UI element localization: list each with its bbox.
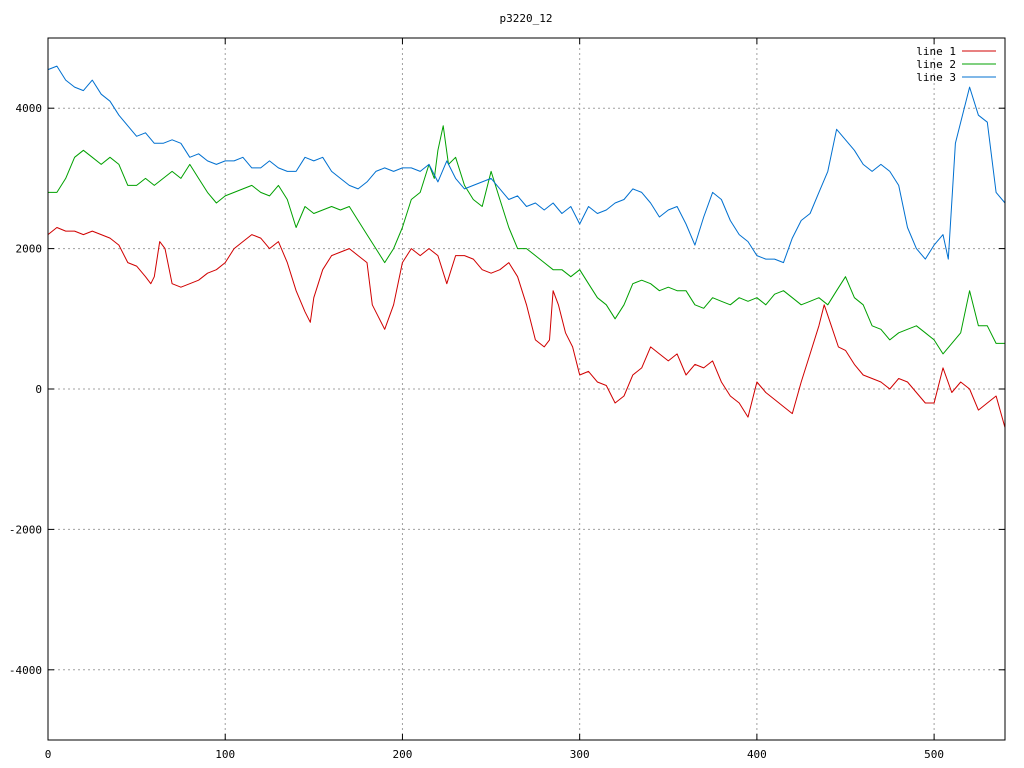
y-tick-label: -2000 — [9, 523, 42, 536]
series-group — [47, 65, 1006, 428]
x-tick-label: 200 — [393, 748, 413, 761]
legend-label-1: line 1 — [916, 45, 956, 58]
legend-label-3: line 3 — [916, 71, 956, 84]
series-line-2 — [48, 125, 1005, 355]
grid — [48, 38, 1005, 740]
x-tick-label: 0 — [45, 748, 52, 761]
x-tick-label: 100 — [215, 748, 235, 761]
series-line-1 — [47, 227, 1006, 428]
y-tick-label: 0 — [35, 383, 42, 396]
x-tick-label: 300 — [570, 748, 590, 761]
chart-title: p3220_12 — [500, 12, 553, 25]
plot-frame — [47, 37, 1006, 741]
y-tick-label: -4000 — [9, 664, 42, 677]
y-tick-label: 2000 — [16, 243, 43, 256]
legend-label-2: line 2 — [916, 58, 956, 71]
series-line-3 — [47, 65, 1006, 264]
tick-labels: 0 100 200 300 400 500 -4000 -2000 0 2000 4000 — [9, 102, 944, 761]
y-tick-label: 4000 — [16, 102, 43, 115]
x-tick-label: 400 — [747, 748, 767, 761]
x-tick-label: 500 — [924, 748, 944, 761]
ticks — [47, 38, 1005, 740]
